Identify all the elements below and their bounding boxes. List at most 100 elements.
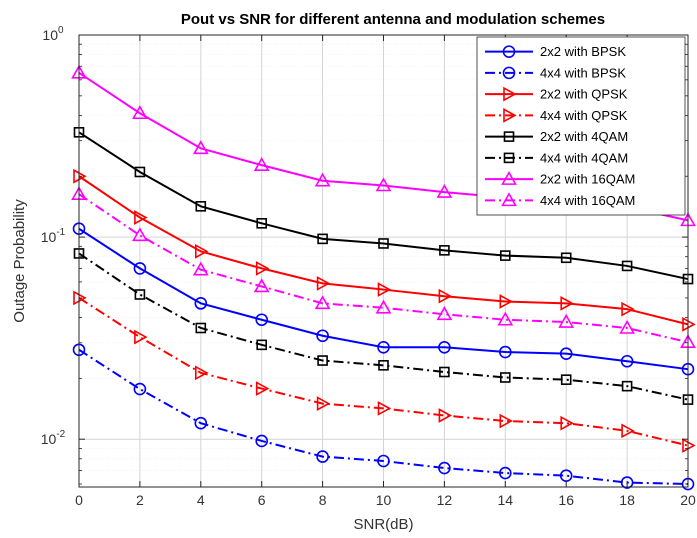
y-tick-label: 100	[42, 25, 64, 43]
x-tick-label: 12	[437, 492, 453, 508]
data-point	[314, 172, 331, 187]
data-point	[317, 233, 328, 245]
data-point	[256, 339, 268, 351]
legend-label: 2x2 with 16QAM	[540, 172, 635, 187]
data-point	[256, 218, 268, 229]
data-point	[498, 345, 512, 359]
x-tick-label: 18	[619, 492, 635, 508]
data-point	[378, 360, 389, 371]
chart-title: Pout vs SNR for different antenna and mo…	[181, 11, 605, 28]
data-point	[192, 140, 209, 155]
data-point	[194, 416, 208, 430]
data-point	[499, 250, 511, 261]
series-2	[73, 168, 696, 332]
legend-swatch-marker	[501, 192, 517, 207]
data-point	[498, 466, 512, 480]
data-point	[316, 450, 329, 463]
data-point	[436, 306, 453, 321]
data-point	[560, 415, 574, 431]
data-point	[134, 289, 146, 300]
tick-marks	[78, 34, 689, 487]
data-point	[375, 299, 392, 314]
x-axis-label: SNR(dB)	[353, 516, 413, 533]
data-point	[438, 408, 453, 423]
legend-item: 2x2 with 16QAM	[485, 170, 635, 187]
data-point	[620, 354, 634, 368]
x-tick-labels: 0 2 4 6 8 10 12 14 16 18 20	[75, 492, 696, 508]
x-tick-label: 14	[498, 492, 514, 508]
data-point	[377, 454, 390, 468]
data-point	[621, 423, 635, 439]
legend-label: 4x4 with QPSK	[540, 108, 628, 123]
data-point	[499, 294, 513, 309]
legend-item: 2x2 with 4QAM	[485, 129, 628, 144]
data-point	[194, 297, 208, 310]
data-point	[132, 105, 148, 120]
data-point	[499, 372, 511, 383]
x-tick-label: 8	[319, 492, 327, 508]
legend-label: 4x4 with 4QAM	[540, 150, 628, 165]
series-line	[78, 175, 689, 326]
x-tick-label: 0	[75, 492, 83, 508]
series-line	[78, 131, 689, 281]
data-point	[497, 311, 514, 326]
legend: 2x2 with BPSK 4x4 with BPSK 2x2 with QPSK 4…	[476, 36, 686, 216]
data-point	[134, 210, 148, 225]
data-point	[558, 313, 575, 328]
data-point	[253, 278, 270, 293]
data-point	[133, 262, 147, 275]
series-line	[78, 348, 689, 486]
y-tick-label: 10-2	[41, 429, 66, 447]
legend-swatch-marker	[503, 152, 515, 164]
legend-label: 2x2 with BPSK	[540, 44, 626, 59]
data-point	[560, 374, 572, 385]
x-tick-label: 10	[376, 492, 392, 508]
data-point	[134, 329, 148, 345]
data-point	[439, 245, 450, 256]
data-point	[499, 413, 513, 429]
x-tick-label: 4	[197, 492, 205, 508]
legend-label: 4x4 with 16QAM	[540, 193, 635, 208]
legend-swatch-marker	[502, 45, 516, 58]
data-point	[314, 295, 331, 310]
legend-swatch-marker	[503, 108, 517, 123]
legend-item: 2x2 with BPSK	[485, 44, 626, 59]
x-tick-label: 20	[680, 492, 696, 508]
data-point	[436, 183, 453, 198]
data-point	[438, 340, 451, 354]
series-line	[78, 193, 689, 344]
data-point	[255, 313, 269, 327]
data-point	[621, 260, 633, 272]
legend-label: 4x4 with BPSK	[540, 65, 626, 80]
legend-item: 4x4 with QPSK	[485, 108, 628, 123]
data-point	[438, 461, 451, 475]
data-point	[316, 276, 331, 291]
data-point	[195, 201, 207, 212]
legend-item: 4x4 with BPSK	[485, 65, 626, 80]
data-point	[255, 261, 270, 276]
data-point	[560, 252, 572, 264]
legend-item: 4x4 with 16QAM	[485, 192, 635, 208]
legend-item: 4x4 with 4QAM	[485, 150, 628, 165]
data-point	[253, 157, 270, 171]
data-point	[132, 227, 148, 242]
x-tick-label: 2	[136, 492, 144, 508]
data-point	[560, 296, 574, 311]
legend-label: 2x2 with QPSK	[540, 87, 628, 102]
data-point	[255, 381, 270, 396]
data-point	[378, 238, 389, 249]
data-point	[316, 396, 331, 411]
data-point	[559, 347, 573, 360]
legend-swatch-marker	[503, 131, 515, 142]
data-point	[192, 261, 209, 276]
data-point	[438, 288, 453, 304]
data-point	[375, 177, 392, 192]
y-axis-label: Outage Probability	[11, 199, 28, 323]
data-point	[133, 382, 147, 396]
data-point	[377, 340, 390, 354]
data-point	[316, 329, 329, 343]
data-point	[439, 366, 450, 378]
legend-label: 2x2 with 4QAM	[540, 129, 628, 144]
data-point	[620, 476, 634, 489]
legend-swatch-marker	[503, 86, 517, 102]
